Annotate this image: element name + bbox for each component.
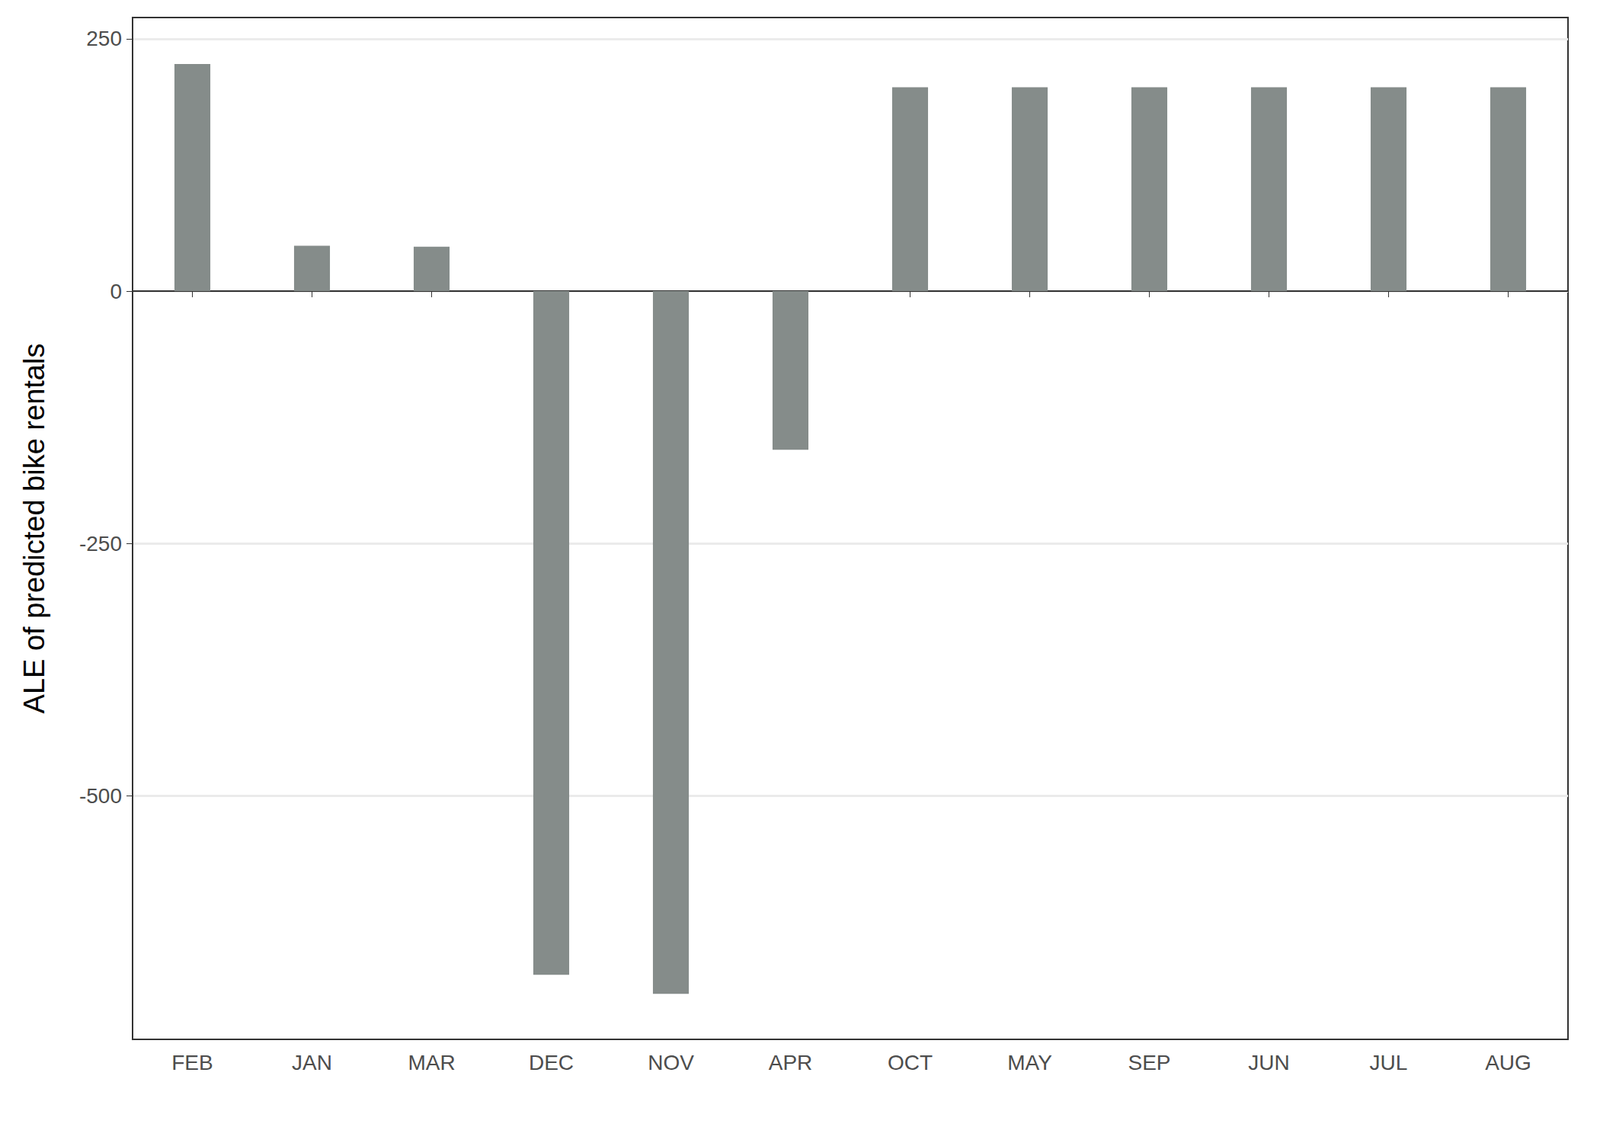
svg-text:ALE of predicted bike rentals: ALE of predicted bike rentals xyxy=(18,343,51,714)
svg-text:NOV: NOV xyxy=(647,1050,695,1075)
svg-text:MAR: MAR xyxy=(407,1050,455,1075)
svg-text:FEB: FEB xyxy=(171,1050,213,1075)
svg-text:250: 250 xyxy=(86,26,122,51)
svg-text:JAN: JAN xyxy=(291,1050,333,1075)
svg-text:JUL: JUL xyxy=(1369,1050,1408,1075)
svg-text:SEP: SEP xyxy=(1127,1050,1171,1075)
svg-text:MAY: MAY xyxy=(1007,1050,1053,1075)
svg-text:AUG: AUG xyxy=(1484,1050,1532,1075)
svg-text:APR: APR xyxy=(768,1050,813,1075)
svg-text:JUN: JUN xyxy=(1248,1050,1290,1075)
svg-text:0: 0 xyxy=(109,279,122,304)
svg-text:-500: -500 xyxy=(79,784,122,808)
svg-text:DEC: DEC xyxy=(528,1050,574,1075)
svg-text:OCT: OCT xyxy=(887,1050,933,1075)
svg-text:-250: -250 xyxy=(79,531,122,556)
